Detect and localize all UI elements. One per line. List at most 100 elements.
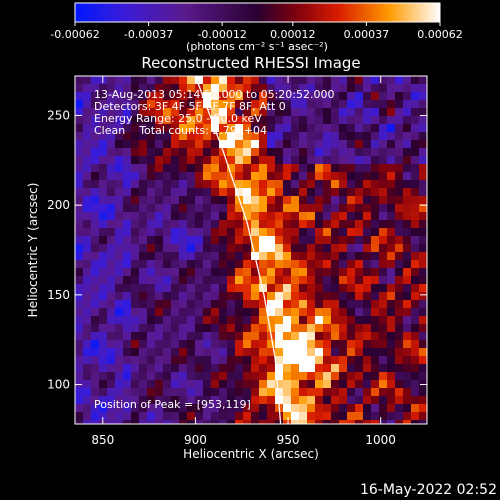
heatmap-cell xyxy=(155,148,164,157)
heatmap-cell xyxy=(131,172,140,181)
heatmap-cell xyxy=(355,84,364,93)
heatmap-cell xyxy=(283,356,292,365)
heatmap-cell xyxy=(339,164,348,173)
heatmap-cell xyxy=(395,244,404,253)
heatmap-cell xyxy=(123,228,132,237)
heatmap-cell xyxy=(179,228,188,237)
heatmap-cell xyxy=(419,404,427,413)
heatmap-cell xyxy=(211,116,220,125)
heatmap-cell xyxy=(75,364,84,373)
heatmap-cell xyxy=(243,372,252,381)
heatmap-cell xyxy=(371,204,380,213)
heatmap-cell xyxy=(307,316,316,325)
heatmap-cell xyxy=(347,180,356,189)
heatmap-cell xyxy=(203,372,212,381)
heatmap-cell xyxy=(123,396,132,405)
heatmap-cell xyxy=(267,188,276,197)
heatmap-cell xyxy=(419,340,427,349)
heatmap-cell xyxy=(211,284,220,293)
heatmap-cell xyxy=(219,300,228,309)
heatmap-cell xyxy=(395,356,404,365)
heatmap-cell xyxy=(107,220,116,229)
heatmap-cell xyxy=(355,252,364,261)
heatmap-cell xyxy=(163,324,172,333)
heatmap-cell xyxy=(171,148,180,157)
heatmap-cell xyxy=(283,100,292,109)
heatmap-cell xyxy=(75,108,84,117)
heatmap-cell xyxy=(163,348,172,357)
heatmap-cell xyxy=(267,364,276,373)
heatmap-cell xyxy=(371,132,380,141)
heatmap-cell xyxy=(395,156,404,165)
heatmap-cell xyxy=(139,300,148,309)
heatmap-cell xyxy=(411,308,420,317)
heatmap-cell xyxy=(419,220,427,229)
heatmap-cell xyxy=(315,364,324,373)
heatmap-cell xyxy=(131,84,140,93)
heatmap-cell xyxy=(299,380,308,389)
heatmap-cell xyxy=(163,300,172,309)
heatmap-cell xyxy=(195,396,204,405)
heatmap-cell xyxy=(315,420,324,424)
heatmap-cell xyxy=(283,348,292,357)
heatmap-cell xyxy=(187,332,196,341)
heatmap-cell xyxy=(163,268,172,277)
heatmap-cell xyxy=(91,100,100,109)
heatmap-cell xyxy=(83,188,92,197)
heatmap-cell xyxy=(291,140,300,149)
heatmap-cell xyxy=(107,180,116,189)
heatmap-cell xyxy=(115,236,124,245)
heatmap-cell xyxy=(227,316,236,325)
heatmap-cell xyxy=(75,148,84,157)
heatmap-cell xyxy=(171,316,180,325)
heatmap-cell xyxy=(155,420,164,424)
heatmap-cell xyxy=(115,108,124,117)
annotation-peak-position: Position of Peak = [953,119] xyxy=(94,398,251,411)
heatmap-cell xyxy=(339,404,348,413)
heatmap-cell xyxy=(187,84,196,93)
heatmap-cell xyxy=(283,420,292,424)
heatmap-cell xyxy=(379,260,388,269)
heatmap-cell xyxy=(139,308,148,317)
heatmap-cell xyxy=(171,364,180,373)
heatmap-cell xyxy=(379,228,388,237)
heatmap-cell xyxy=(195,284,204,293)
heatmap-cell xyxy=(379,332,388,341)
heatmap-cell xyxy=(155,324,164,333)
heatmap-cell xyxy=(99,308,108,317)
heatmap-cell xyxy=(179,156,188,165)
heatmap-cell xyxy=(107,412,116,421)
heatmap-cell xyxy=(323,292,332,301)
heatmap-cell xyxy=(227,356,236,365)
heatmap-cell xyxy=(243,244,252,253)
heatmap-cell xyxy=(371,300,380,309)
heatmap-cell xyxy=(411,100,420,109)
heatmap-cell xyxy=(147,396,156,405)
heatmap-cell xyxy=(275,284,284,293)
heatmap-cell xyxy=(331,140,340,149)
heatmap-cell xyxy=(155,156,164,165)
heatmap-cell xyxy=(91,404,100,413)
heatmap-cell xyxy=(363,340,372,349)
heatmap-cell xyxy=(99,236,108,245)
heatmap-cell xyxy=(395,108,404,117)
heatmap-cell xyxy=(235,132,244,141)
heatmap-cell xyxy=(267,380,276,389)
heatmap-cell xyxy=(115,84,124,93)
heatmap-cell xyxy=(211,108,220,117)
heatmap-cell xyxy=(107,340,116,349)
heatmap-cell xyxy=(83,148,92,157)
heatmap-cell xyxy=(123,412,132,421)
heatmap-cell xyxy=(403,412,412,421)
heatmap-cell xyxy=(371,92,380,101)
heatmap-cell xyxy=(379,316,388,325)
heatmap-cell xyxy=(75,300,84,309)
heatmap-cell xyxy=(331,316,340,325)
heatmap-cell xyxy=(347,404,356,413)
heatmap-cell xyxy=(195,92,204,101)
heatmap-cell xyxy=(275,244,284,253)
heatmap-cell xyxy=(243,412,252,421)
heatmap-cell xyxy=(131,196,140,205)
heatmap-cell xyxy=(251,212,260,221)
heatmap-cell xyxy=(139,420,148,424)
